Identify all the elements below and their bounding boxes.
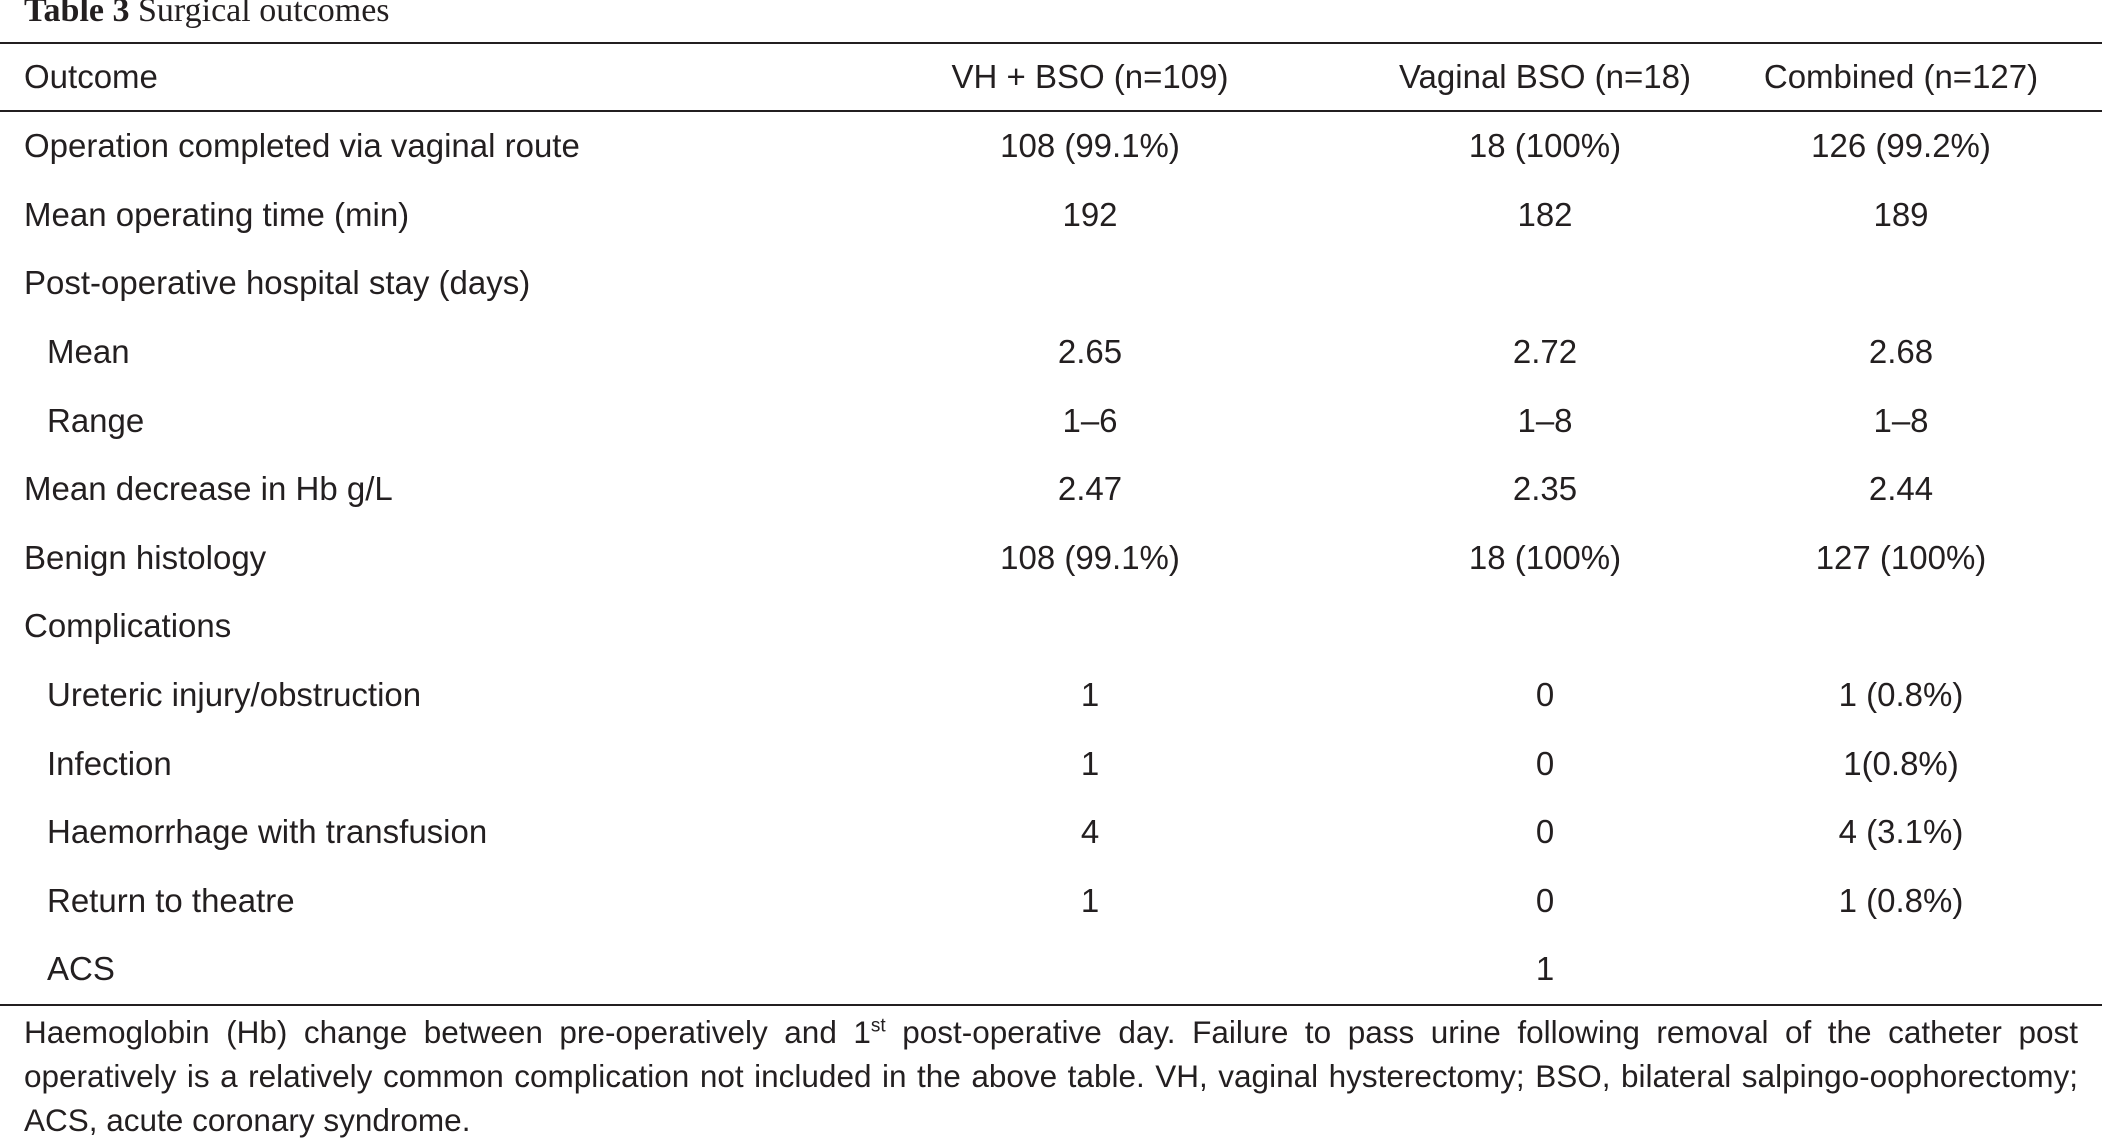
- row-label: Mean operating time (min): [24, 195, 410, 233]
- table-row: Operation completed via vaginal route 108…: [0, 111, 2102, 181]
- header-vh-bso: VH + BSO (n=109): [951, 58, 1229, 95]
- table-row: Complications: [0, 592, 2102, 661]
- table-caption: Table 3 Surgical outcomes: [24, 0, 390, 28]
- table-row: Range 1–6 1–8 1–8: [0, 386, 2102, 455]
- cell-vaginal-bso: 0: [1535, 744, 1555, 782]
- row-label: Range: [47, 401, 145, 439]
- header-outcome: Outcome: [24, 58, 158, 95]
- cell-vh-bso: 108 (99.1%): [1000, 127, 1180, 165]
- cell-combined: [1740, 592, 2102, 661]
- cell-vh-bso: [730, 935, 1350, 1005]
- cell-vaginal-bso: 2.35: [1512, 470, 1578, 508]
- cell-combined: 127 (100%): [1815, 538, 1987, 576]
- table-row: Mean operating time (min) 192 182 189: [0, 181, 2102, 250]
- table-body: Operation completed via vaginal route 108…: [0, 111, 2102, 1005]
- cell-vaginal-bso: 18 (100%): [1468, 127, 1622, 165]
- table-row: Return to theatre 1 0 1 (0.8%): [0, 867, 2102, 936]
- cell-vh-bso: 108 (99.1%): [1000, 538, 1180, 576]
- cell-combined: 2.44: [1868, 470, 1934, 508]
- cell-vh-bso: 4: [1080, 813, 1100, 851]
- footnote-text-part1: Haemoglobin (Hb) change between pre-oper…: [24, 1014, 871, 1050]
- table-row: Mean 2.65 2.72 2.68: [0, 318, 2102, 387]
- cell-vh-bso: 1–6: [1062, 401, 1118, 439]
- table-row: Haemorrhage with transfusion 4 0 4 (3.1%): [0, 798, 2102, 867]
- cell-vaginal-bso: 0: [1535, 813, 1555, 851]
- cell-combined: 1–8: [1873, 401, 1929, 439]
- cell-vaginal-bso: 1: [1535, 950, 1555, 988]
- cell-vh-bso: 1: [1080, 881, 1100, 919]
- row-label: Benign histology: [24, 538, 267, 576]
- row-label: Infection: [47, 744, 172, 782]
- row-label: Post-operative hospital stay (days): [24, 264, 531, 302]
- row-label: Return to theatre: [47, 881, 295, 919]
- footnote-text-part2: post-operative day. Failure to pass urin…: [24, 1014, 2078, 1138]
- cell-vh-bso: 1: [1080, 744, 1100, 782]
- table-row: Ureteric injury/obstruction 1 0 1 (0.8%): [0, 661, 2102, 730]
- cell-vaginal-bso: 182: [1517, 195, 1573, 233]
- header-vaginal-bso: Vaginal BSO (n=18): [1399, 58, 1691, 95]
- row-label: Haemorrhage with transfusion: [47, 813, 488, 851]
- row-label: Operation completed via vaginal route: [24, 127, 580, 165]
- cell-vaginal-bso: 0: [1535, 676, 1555, 714]
- cell-vh-bso: 2.47: [1057, 470, 1123, 508]
- table-header-row: Outcome VH + BSO (n=109) Vaginal BSO (n=…: [0, 43, 2102, 111]
- table-row: Infection 1 0 1(0.8%): [0, 729, 2102, 798]
- cell-vh-bso: [730, 592, 1350, 661]
- cell-combined: 189: [1873, 195, 1929, 233]
- cell-vaginal-bso: 0: [1535, 881, 1555, 919]
- cell-combined: [1740, 935, 2102, 1005]
- surgical-outcomes-table: Outcome VH + BSO (n=109) Vaginal BSO (n=…: [0, 42, 2102, 1006]
- cell-combined: 126 (99.2%): [1811, 127, 1991, 165]
- cell-vh-bso: 2.65: [1057, 333, 1123, 371]
- cell-vh-bso: [730, 249, 1350, 318]
- row-label: Mean: [47, 333, 130, 371]
- cell-vaginal-bso: 18 (100%): [1468, 538, 1622, 576]
- cell-vaginal-bso: [1350, 249, 1740, 318]
- cell-vaginal-bso: 2.72: [1512, 333, 1578, 371]
- table-caption-label: Table 3: [24, 0, 130, 29]
- cell-vh-bso: 192: [1062, 195, 1118, 233]
- cell-combined: 1 (0.8%): [1838, 676, 1964, 714]
- cell-vaginal-bso: [1350, 592, 1740, 661]
- cell-vh-bso: 1: [1080, 676, 1100, 714]
- footnote-superscript: st: [870, 1015, 886, 1037]
- cell-vaginal-bso: 1–8: [1517, 401, 1573, 439]
- cell-combined: 1(0.8%): [1843, 744, 1959, 782]
- row-label: Mean decrease in Hb g/L: [24, 470, 393, 508]
- cell-combined: 2.68: [1868, 333, 1934, 371]
- cell-combined: 1 (0.8%): [1838, 881, 1964, 919]
- table-caption-title: Surgical outcomes: [138, 0, 390, 29]
- row-label: ACS: [47, 950, 115, 988]
- header-combined: Combined (n=127): [1763, 58, 2039, 95]
- table-row: ACS 1: [0, 935, 2102, 1005]
- cell-combined: [1740, 249, 2102, 318]
- cell-combined: 4 (3.1%): [1838, 813, 1964, 851]
- table-row: Post-operative hospital stay (days): [0, 249, 2102, 318]
- table-footnote: Haemoglobin (Hb) change between pre-oper…: [24, 1010, 2078, 1142]
- row-label: Ureteric injury/obstruction: [47, 676, 422, 714]
- outcomes-table-container: Outcome VH + BSO (n=109) Vaginal BSO (n=…: [0, 42, 2102, 1006]
- table-row: Mean decrease in Hb g/L 2.47 2.35 2.44: [0, 455, 2102, 524]
- row-label: Complications: [24, 607, 232, 645]
- table-row: Benign histology 108 (99.1%) 18 (100%) 127 …: [0, 524, 2102, 593]
